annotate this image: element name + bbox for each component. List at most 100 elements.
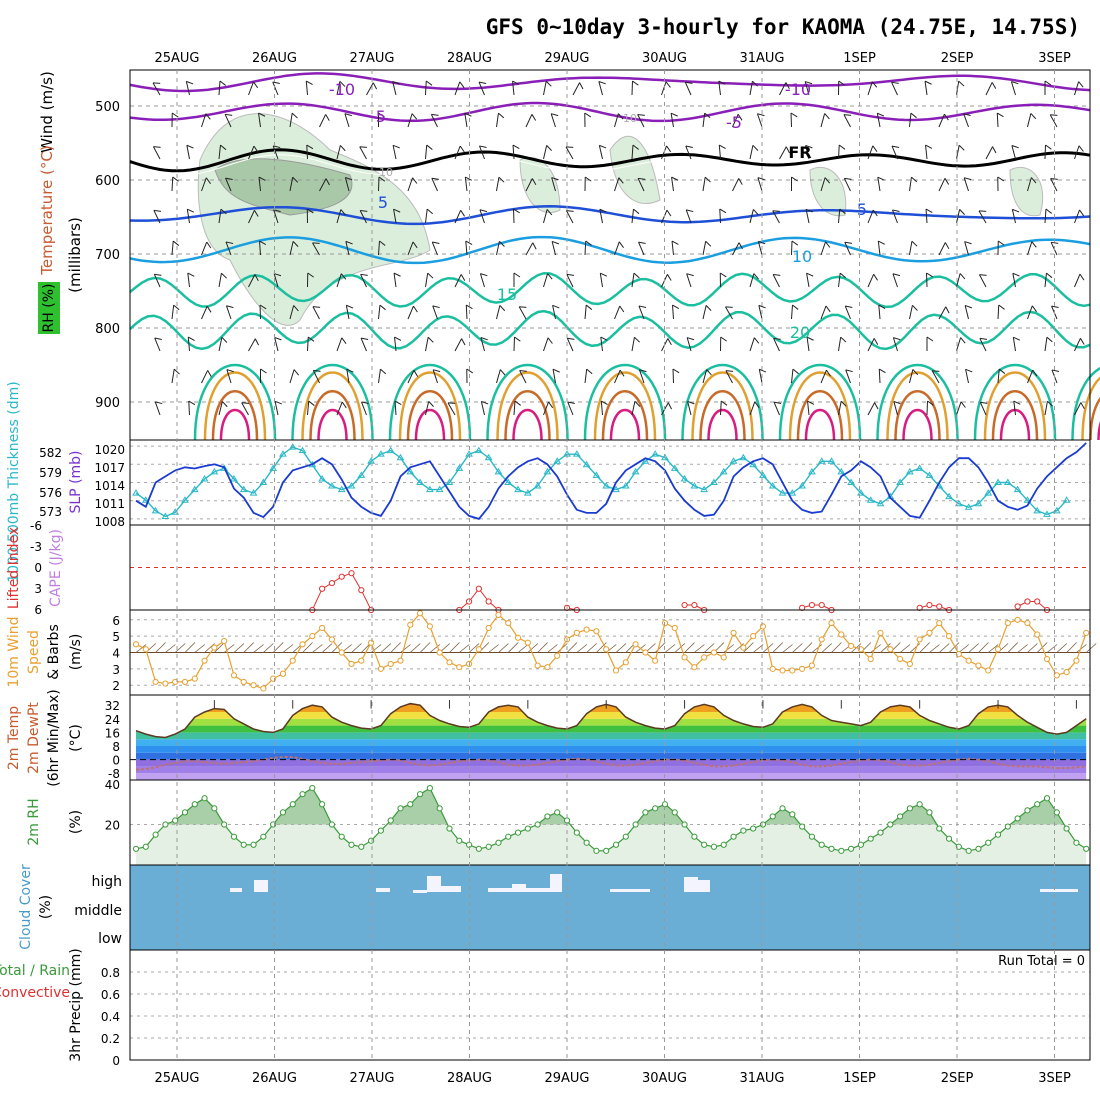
wind-barb: [573, 83, 585, 98]
wind-barb-staff: [433, 306, 438, 319]
contour-label: 5: [857, 200, 867, 219]
rh-line-point: [682, 822, 687, 827]
wind-barb-flag: [586, 369, 592, 374]
surface-wind-barb: [420, 643, 430, 653]
wind-speed-line-point: [261, 686, 266, 691]
wind-barb: [408, 306, 419, 321]
surface-wind-barb: [567, 643, 577, 653]
surface-contour-loop: [709, 410, 737, 440]
rh-line-point: [378, 828, 383, 833]
wind-barb: [544, 338, 554, 353]
wind-barb-staff: [750, 145, 753, 159]
wind-barb-flag: [498, 113, 504, 118]
wind-barb-staff: [632, 273, 634, 287]
wind-speed-line-point: [849, 643, 854, 648]
contour-label: 10: [379, 166, 393, 179]
surface-wind-barb: [283, 645, 293, 653]
wind-barb-flag: [927, 273, 933, 277]
wind-barb-staff: [455, 339, 462, 351]
wind-barb-staff: [980, 402, 986, 415]
thickness-line-point: [133, 490, 139, 495]
rh-line-point: [437, 806, 442, 811]
wind-barb: [346, 304, 355, 319]
rh-line-point: [643, 810, 648, 815]
wind-barb-staff: [187, 209, 189, 223]
surface-contour-loop: [221, 410, 249, 440]
wind-speed-line-point: [790, 668, 795, 673]
wind-tick-label: 2: [112, 679, 120, 693]
rh-line-point: [476, 846, 481, 851]
wind-barb-flag: [1046, 209, 1052, 213]
rh-line-point: [545, 814, 550, 819]
wind-barb-flag: [632, 81, 638, 85]
rh-line-point: [800, 824, 805, 829]
wind-speed-line-point: [408, 622, 413, 627]
wind-barb: [957, 402, 967, 417]
wind-barb: [480, 272, 490, 287]
wind-barb: [432, 240, 443, 255]
wind-barb-flag: [601, 336, 607, 341]
wind-barb: [687, 272, 697, 287]
wind-speed-line-point: [437, 650, 442, 655]
wind-barb: [526, 114, 537, 129]
wind-barb-staff: [1012, 145, 1016, 159]
wind-barb: [566, 208, 578, 223]
wind-barb-staff: [513, 145, 514, 159]
rh-tick-label: 40: [105, 778, 120, 792]
wind-speed-line-point: [192, 676, 197, 681]
wind-speed-line-point: [1005, 620, 1010, 625]
wind-barb: [673, 369, 679, 383]
lifted-index-line-point: [1035, 599, 1040, 604]
temp-tick-label: 16: [105, 726, 120, 740]
wind-barb-staff: [379, 305, 380, 319]
rh-tick-label: 20: [105, 819, 120, 833]
li-tick-label: 3: [34, 582, 42, 596]
wind-barb-flag: [911, 113, 917, 118]
wind-barb: [585, 177, 591, 191]
surface-wind-barb: [156, 643, 166, 653]
wind-barb: [1045, 337, 1053, 352]
wind-barb: [759, 368, 768, 383]
contour-label: 5: [378, 193, 388, 212]
date-label-bottom: 29AUG: [544, 1071, 589, 1086]
surface-wind-barb: [547, 645, 557, 653]
wind-barb: [1052, 304, 1063, 319]
wind-barb-staff: [910, 369, 913, 383]
wind-speed-line-point: [682, 655, 687, 660]
rh-line-point: [653, 806, 658, 811]
wind-barb-staff: [497, 305, 500, 319]
wind-barb-staff: [1075, 338, 1081, 351]
wind-barb-flag: [189, 401, 195, 405]
wind-barb: [153, 80, 165, 95]
wind-speed-line-point: [182, 679, 187, 684]
wind-barb: [514, 209, 520, 223]
date-label-bottom: 27AUG: [349, 1071, 394, 1086]
lifted-index-line-point: [476, 586, 481, 591]
cloud-bar: [427, 876, 441, 892]
wind-barb: [514, 337, 520, 351]
wind-barb-flag: [672, 240, 678, 245]
wind-barb-flag: [428, 401, 435, 406]
wind-barb: [526, 243, 538, 258]
wind-barb-flag: [720, 273, 726, 277]
wind-barb-flag: [958, 145, 965, 150]
cloud-bar: [526, 888, 550, 892]
wind-barb: [773, 208, 785, 223]
rh-line-point: [927, 810, 932, 815]
wind-speed-line-point: [976, 663, 981, 668]
surface-wind-barb: [391, 643, 401, 653]
lifted-index-line-point: [320, 586, 325, 591]
wind-speed-line-point: [241, 679, 246, 684]
surface-wind-barb: [498, 644, 508, 653]
wind-barb-staff: [480, 274, 484, 287]
rh-line-point: [163, 822, 168, 827]
surface-wind-barb: [978, 643, 988, 653]
wind-barb-staff: [455, 146, 460, 159]
wind-barb-flag: [306, 81, 312, 86]
rh-line-point: [555, 810, 560, 815]
surface-wind-barb: [185, 643, 195, 653]
wind-barb: [878, 176, 886, 191]
wind-barb: [672, 176, 680, 191]
wind-barb: [910, 177, 918, 192]
wind-barb-staff: [202, 306, 208, 319]
